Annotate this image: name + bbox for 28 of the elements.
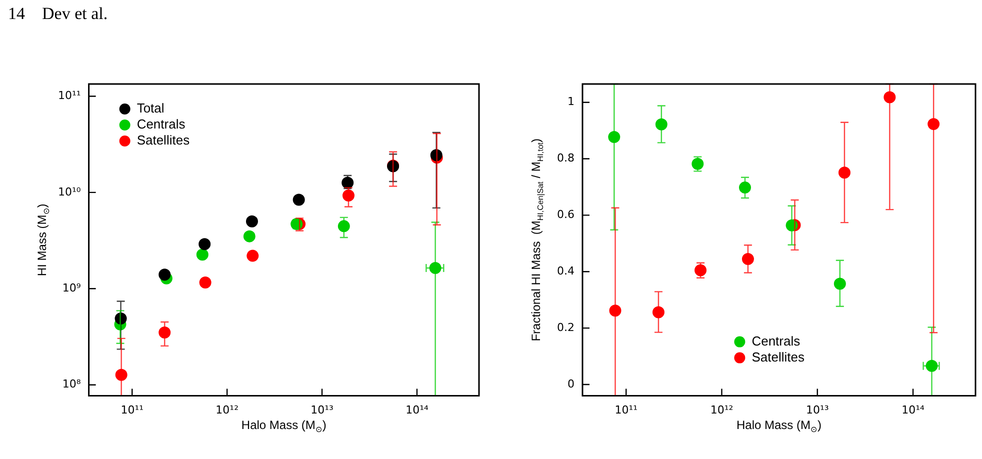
x-axis-title: Halo Mass (M⊙) — [241, 418, 326, 434]
y-axis-title: HI Mass (M⊙) — [35, 204, 52, 276]
y-tick-label: 10¹¹ — [58, 89, 81, 102]
x-tick-label: 10¹³ — [806, 403, 829, 416]
y-axis-title: Fractional HI Mass (MHI,Cen|Sat / MHI,tot) — [528, 138, 545, 342]
text: 14 Dev et al. — [8, 4, 108, 24]
legend-label: Satellites — [752, 349, 805, 364]
y-tick-label: 0.2 — [556, 320, 574, 334]
y-tick-label: 0.6 — [556, 208, 574, 222]
y-tick-label: 10⁸ — [62, 378, 82, 391]
x-tick-label: 10¹³ — [310, 403, 334, 416]
x-tick-label: 10¹² — [216, 403, 238, 416]
x-tick-label: 10¹¹ — [614, 403, 638, 416]
x-tick-label: 10¹¹ — [120, 403, 144, 416]
y-tick-label: 10⁹ — [62, 282, 81, 295]
x-axis-title: Halo Mass (M⊙) — [736, 418, 822, 434]
y-tick-label: 0 — [567, 377, 574, 390]
y-tick-label: 0.8 — [556, 152, 574, 165]
y-tick-label: 0.4 — [556, 264, 574, 278]
legend-label: Satellites — [136, 132, 190, 148]
x-tick-label: 10¹² — [710, 403, 734, 416]
legend-label: Centrals — [136, 116, 186, 132]
x-tick-label: 10¹⁴ — [406, 403, 429, 416]
y-tick-label: 1 — [567, 95, 574, 108]
legend-label: Centrals — [752, 333, 801, 348]
x-tick-label: 10¹⁴ — [902, 403, 926, 416]
legend-label: Total — [136, 100, 164, 116]
y-tick-label: 10¹⁰ — [58, 185, 82, 198]
